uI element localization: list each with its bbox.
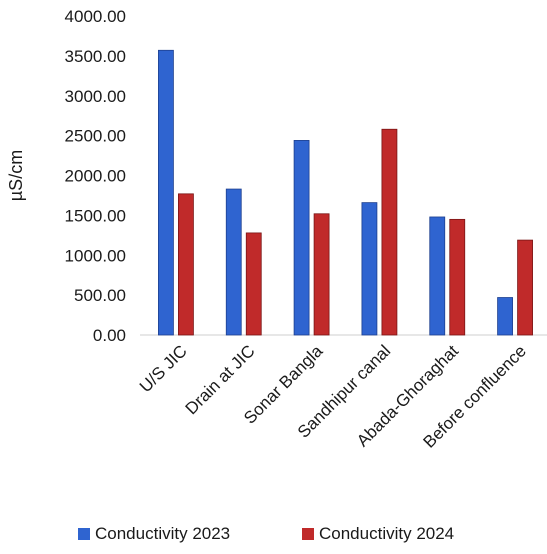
bar-2023 (429, 216, 446, 336)
bar-2023 (497, 297, 513, 336)
y-axis-label: µS/cm (6, 150, 26, 201)
legend-swatch-2023 (78, 528, 90, 540)
legend-label-2024: Conductivity 2024 (319, 524, 455, 543)
bar-2024 (517, 239, 533, 336)
bar-2023 (361, 202, 378, 336)
y-tick-label: 2000.00 (65, 167, 126, 186)
bar-2023 (293, 140, 310, 336)
y-tick-label: 3000.00 (65, 87, 126, 106)
legend: Conductivity 2023 Conductivity 2024 (0, 524, 547, 548)
legend-item-2024: Conductivity 2024 (302, 524, 454, 544)
y-tick-label: 3500.00 (65, 47, 126, 66)
bar-2024 (313, 213, 330, 336)
legend-label-2023: Conductivity 2023 (95, 524, 231, 543)
x-category-label: U/S JIC (136, 341, 191, 396)
y-tick-label: 1500.00 (65, 206, 126, 225)
legend-swatch-2024 (302, 528, 314, 540)
legend-item-2023: Conductivity 2023 (78, 524, 230, 544)
y-tick-label: 500.00 (74, 286, 126, 305)
y-tick-label: 2500.00 (65, 127, 126, 146)
bar-2024 (449, 218, 466, 336)
y-tick-label: 1000.00 (65, 246, 126, 265)
bar-2023 (225, 188, 242, 336)
bar-2024 (245, 232, 262, 336)
bar-2024 (178, 193, 194, 336)
bar-chart: 0.00 500.00 1000.00 1500.00 2000.00 2500.00 30… (6, 7, 547, 452)
y-tick-label: 0.00 (93, 326, 126, 345)
bar-2023 (158, 49, 174, 336)
bar-2024 (381, 128, 398, 336)
y-tick-label: 4000.00 (65, 7, 126, 26)
